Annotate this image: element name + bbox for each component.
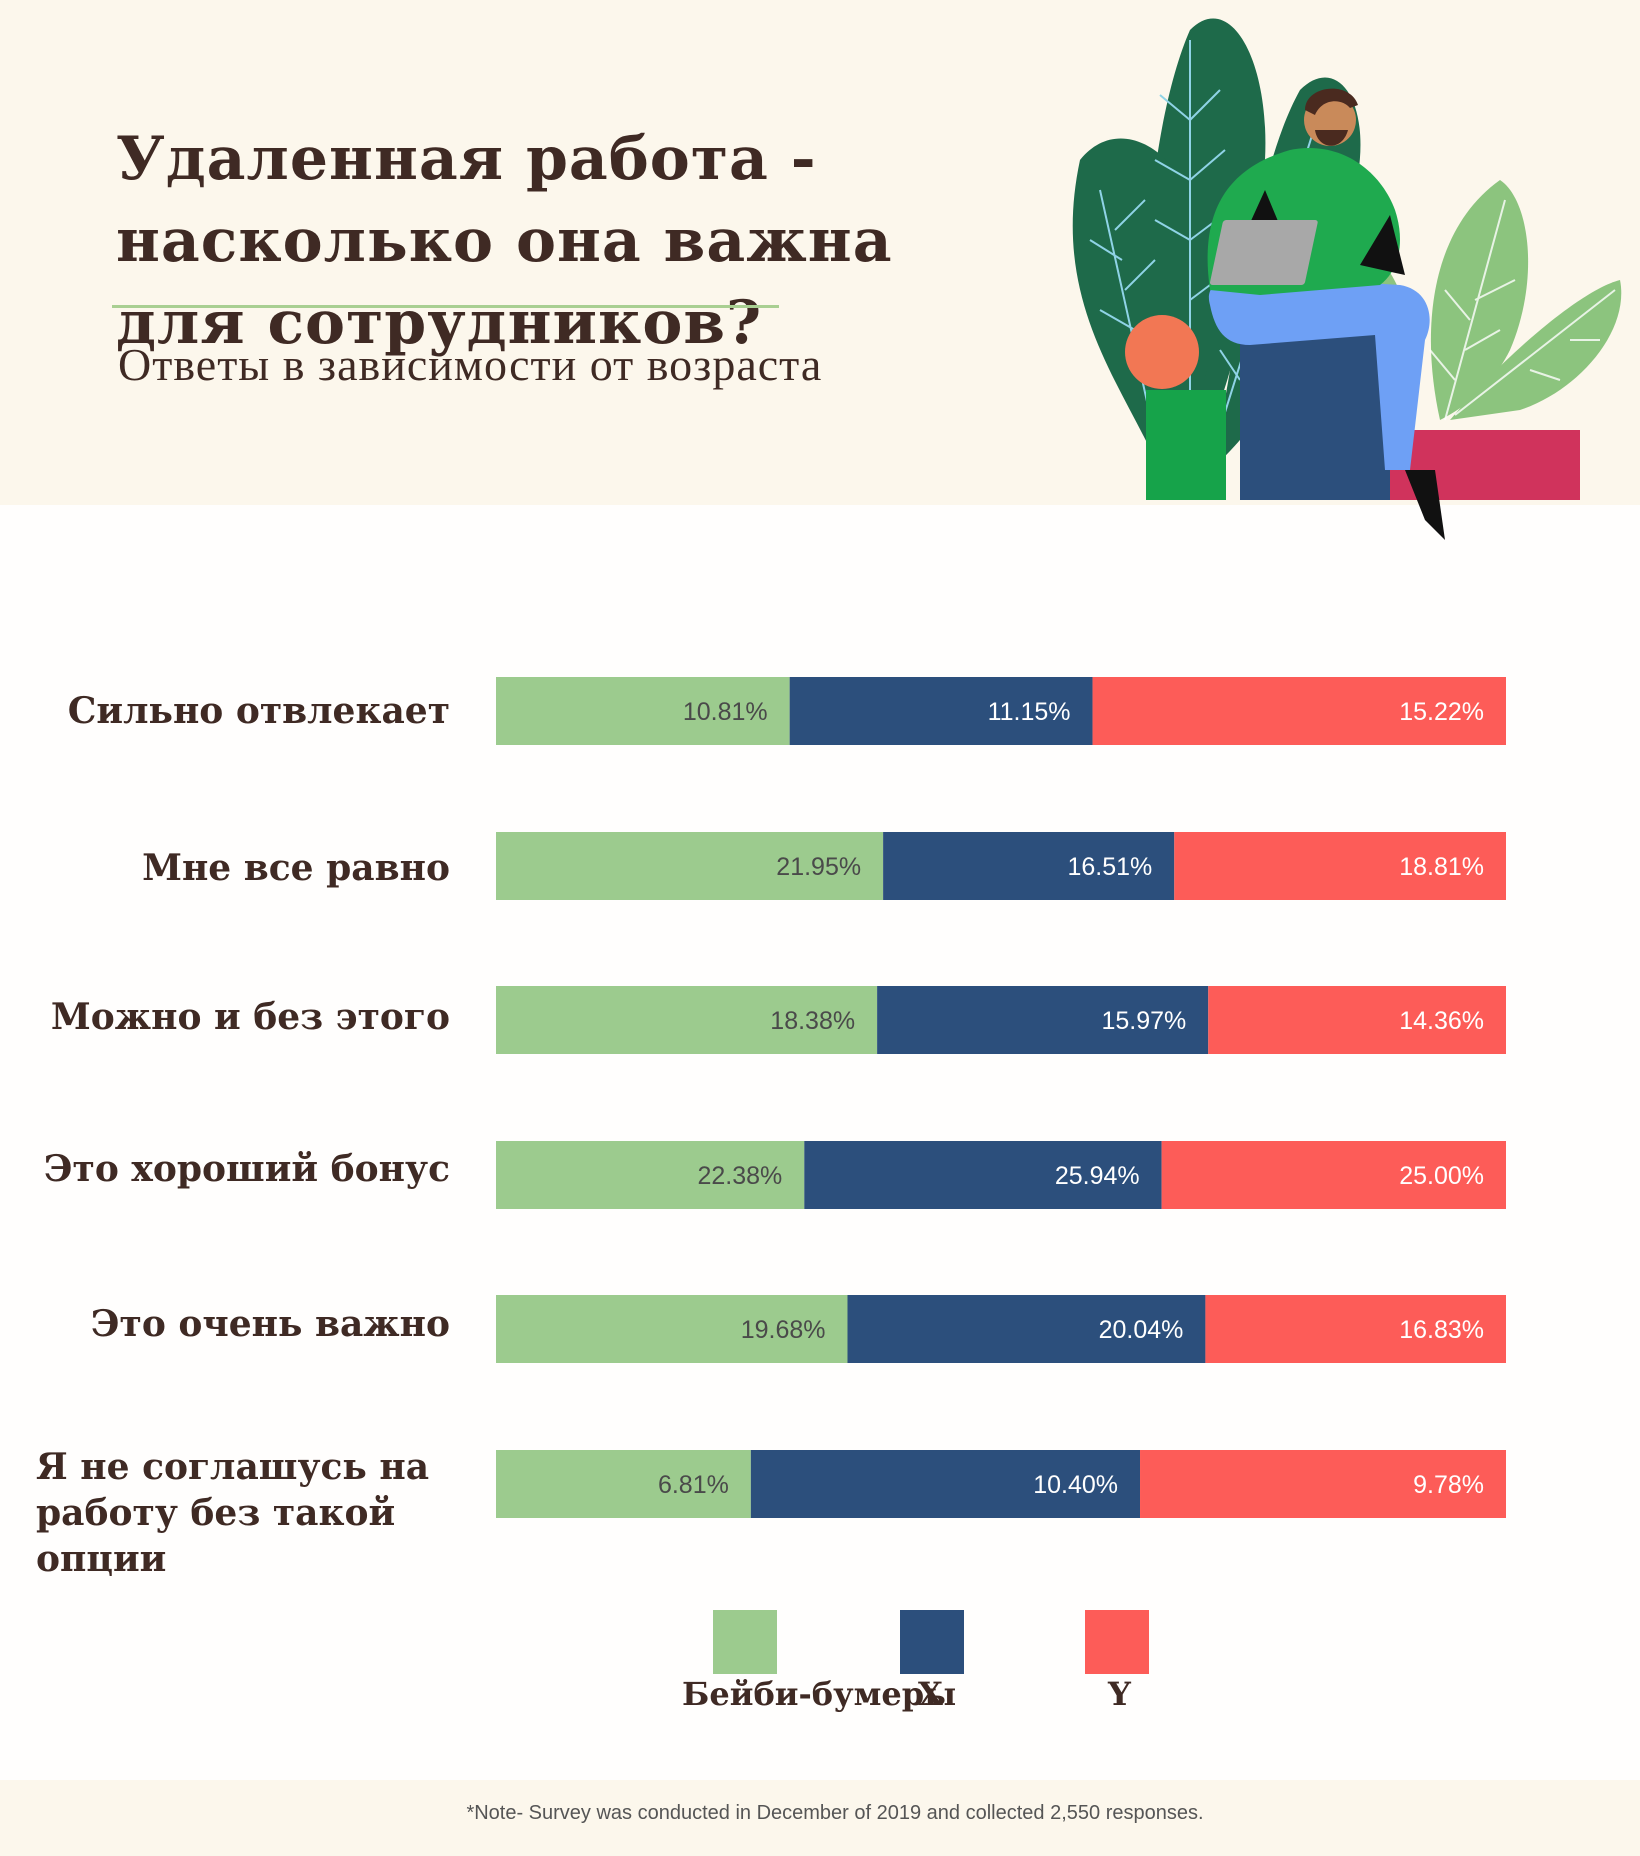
stacked-bar-chart: 10.81% 11.15% 15.22% 21.95% 16.51% 18.81% 18.3… <box>496 677 1506 1518</box>
bar-segment-y <box>1208 986 1506 1054</box>
bar-value-label: 10.81% <box>683 698 768 726</box>
green-block <box>1146 390 1226 500</box>
bar-segment-y <box>1140 1450 1506 1518</box>
category-label: Я не соглашусь на работу без такой опции <box>36 1446 430 1580</box>
bar-segment-y <box>1161 1141 1506 1209</box>
light-leaf-icon <box>1430 180 1529 420</box>
legend-label-x: X <box>918 1675 943 1713</box>
bar-value-label: 15.22% <box>1399 698 1484 726</box>
bar-segment-x <box>804 1141 1162 1209</box>
remote-worker-illustration <box>1072 18 1622 540</box>
bar-value-label: 18.81% <box>1399 853 1484 881</box>
bar-segment-x <box>883 832 1175 900</box>
bar-segment-boomers <box>496 1295 848 1363</box>
bar-value-label: 19.68% <box>741 1316 826 1344</box>
navy-block <box>1240 335 1390 500</box>
bar-value-label: 16.83% <box>1399 1316 1484 1344</box>
title-divider <box>112 305 779 308</box>
category-label: Это хороший бонус <box>43 1148 450 1190</box>
laptop-icon <box>1209 220 1318 285</box>
bar-segment-x <box>750 1450 1141 1518</box>
category-label: Мне все равно <box>142 847 450 889</box>
legend-swatch-boomers <box>713 1610 777 1674</box>
bar-value-label: 6.81% <box>658 1471 729 1499</box>
bar-segment-boomers <box>496 1450 751 1518</box>
dark-leaf-icon <box>1072 138 1215 470</box>
person-legs-icon <box>1208 274 1430 470</box>
category-label: Это очень важно <box>90 1303 450 1345</box>
bar-value-label: 14.36% <box>1399 1007 1484 1035</box>
bar-value-label: 21.95% <box>776 853 861 881</box>
bar-value-label: 20.04% <box>1099 1316 1184 1344</box>
bar-segment-x <box>877 986 1209 1054</box>
orange-ball-icon <box>1125 315 1199 389</box>
bar-segment-x <box>847 1295 1206 1363</box>
category-label: Сильно отвлекает <box>67 690 450 732</box>
legend-label-boomers: Бейби-бумеры <box>682 1675 957 1713</box>
legend-swatch-x <box>900 1610 964 1674</box>
legend-swatch-y <box>1085 1610 1149 1674</box>
bar-value-label: 25.00% <box>1399 1162 1484 1190</box>
bar-segment-x <box>789 677 1093 745</box>
bar-segment-y <box>1205 1295 1506 1363</box>
legend-label-y: Y <box>1108 1675 1131 1713</box>
bar-segment-boomers <box>496 1141 805 1209</box>
bar-value-label: 25.94% <box>1055 1162 1140 1190</box>
bar-value-label: 22.38% <box>697 1162 782 1190</box>
footnote: *Note- Survey was conducted in December … <box>466 1802 1204 1824</box>
bar-segment-boomers <box>496 986 878 1054</box>
page-title: Удаленная работа - насколько она важна д… <box>116 124 893 358</box>
bar-value-label: 9.78% <box>1413 1471 1484 1499</box>
bar-segment-boomers <box>496 832 884 900</box>
bar-value-label: 18.38% <box>770 1007 855 1035</box>
bar-segment-y <box>1174 832 1506 900</box>
bar-segment-y <box>1092 677 1506 745</box>
bar-value-label: 11.15% <box>988 698 1071 726</box>
page-subtitle: Ответы в зависимости от возраста <box>118 339 823 390</box>
bar-value-label: 10.40% <box>1033 1471 1118 1499</box>
bar-value-label: 15.97% <box>1101 1007 1186 1035</box>
footer-band <box>0 1780 1640 1856</box>
bar-value-label: 16.51% <box>1067 853 1152 881</box>
category-label: Можно и без этого <box>50 996 450 1038</box>
bar-segment-boomers <box>496 677 790 745</box>
